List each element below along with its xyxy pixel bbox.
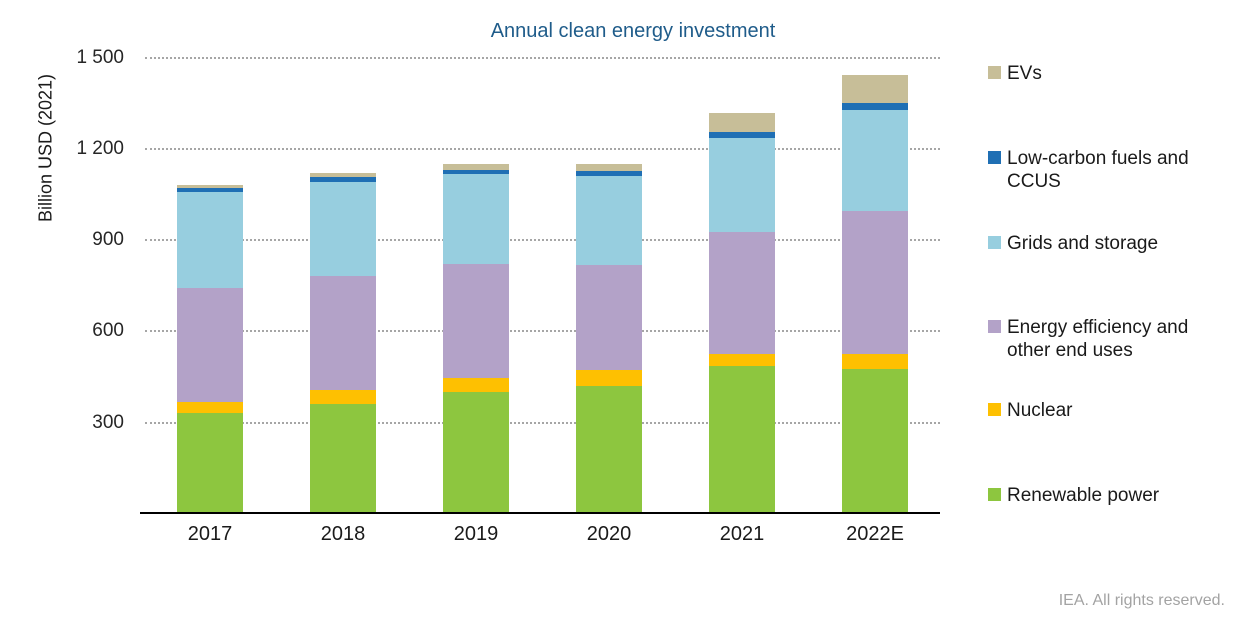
legend-swatch-icon [988, 66, 1001, 79]
bar-segment [709, 131, 775, 138]
bar-segment [709, 353, 775, 366]
bar-segment [576, 370, 642, 386]
legend-swatch-icon [988, 151, 1001, 164]
bar-segment [177, 187, 243, 193]
bar-segment [842, 75, 908, 103]
bar-segment [310, 177, 376, 182]
bar-segment [842, 102, 908, 111]
legend-label: Renewable power [1007, 485, 1160, 506]
y-tick-label: 900 [92, 229, 124, 251]
bar-segment [177, 192, 243, 289]
legend-label: Nuclear [1007, 400, 1073, 421]
bar-segment [310, 181, 376, 277]
x-tick-label: 2022E [846, 523, 904, 545]
x-axis-line [140, 512, 940, 514]
legend-item: Energy efficiency and other end uses [988, 316, 1222, 362]
x-tick-label: 2020 [586, 523, 632, 545]
bar-segment [576, 385, 642, 512]
bar-segment [842, 368, 908, 512]
bar-segment [842, 210, 908, 354]
bar-segment [443, 378, 509, 392]
bar-segment [443, 169, 509, 175]
bar-segment [443, 391, 509, 512]
legend-swatch-icon [988, 320, 1001, 333]
gridline-900 [145, 239, 940, 242]
bar-segment [576, 265, 642, 371]
bar-segment [443, 174, 509, 264]
legend-swatch-icon [988, 236, 1001, 249]
bar-segment [842, 110, 908, 211]
y-tick-label: 600 [92, 320, 124, 342]
bar-segment [177, 402, 243, 414]
x-tick-label: 2017 [187, 523, 233, 545]
bar-segment [177, 184, 243, 188]
legend-label: EVs [1007, 63, 1042, 84]
gridline-1200 [145, 147, 940, 150]
legend-item: Nuclear [988, 399, 1222, 422]
legend-label: Grids and storage [1007, 233, 1159, 254]
chart-title: Annual clean energy investment [490, 20, 776, 42]
legend-swatch-icon [988, 403, 1001, 416]
bar-segment [310, 390, 376, 404]
bar-segment [576, 163, 642, 172]
legend-label: Low-carbon fuels and CCUS [1007, 148, 1189, 192]
legend-item: Renewable power [988, 484, 1222, 507]
bar-segment [842, 353, 908, 369]
gridline-300 [145, 421, 940, 424]
legend-label: Energy efficiency and other end uses [1007, 317, 1189, 361]
gridline-1500 [145, 56, 940, 59]
legend-item: Grids and storage [988, 232, 1222, 255]
x-tick-label: 2018 [320, 523, 366, 545]
bar-segment [709, 137, 775, 232]
bar-segment [443, 163, 509, 170]
legend-item: Low-carbon fuels and CCUS [988, 147, 1222, 193]
y-tick-label: 1 200 [76, 137, 124, 159]
y-tick-label: 300 [92, 411, 124, 433]
y-tick-label: 1 500 [76, 46, 124, 68]
bar-segment [709, 365, 775, 512]
gridline-600 [145, 330, 940, 333]
bar-segment [576, 171, 642, 176]
bar-segment [709, 232, 775, 354]
x-tick-label: 2021 [719, 523, 765, 545]
bar-segment [310, 276, 376, 391]
bar-segment [310, 403, 376, 512]
bar-segment [177, 288, 243, 403]
bar-segment [177, 413, 243, 512]
bar-segment [310, 172, 376, 178]
footer-credit: IEA. All rights reserved. [1058, 592, 1225, 609]
legend-swatch-icon [988, 488, 1001, 501]
x-tick-label: 2019 [453, 523, 499, 545]
legend-item: EVs [988, 62, 1222, 85]
bar-segment [576, 175, 642, 266]
bar-segment [443, 263, 509, 379]
bar-segment [709, 113, 775, 132]
